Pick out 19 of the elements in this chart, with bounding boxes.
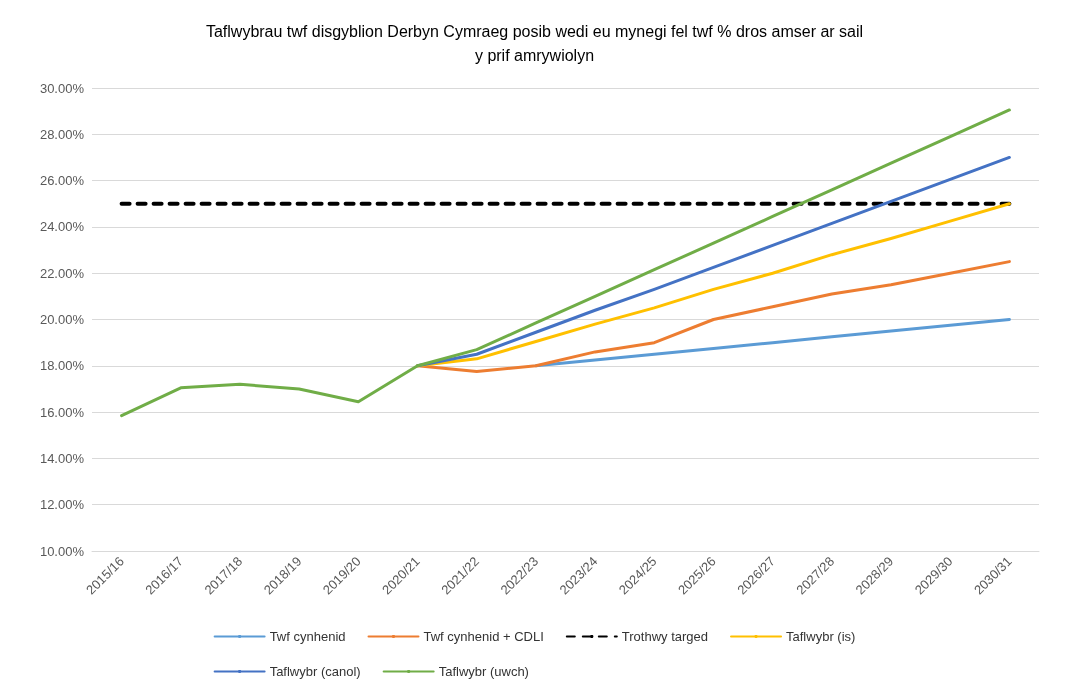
y-tick-label: 30.00%	[39, 80, 85, 96]
legend-label: Taflwybr (uwch)	[438, 664, 529, 679]
y-tick-label: 10.00%	[39, 543, 85, 559]
y-tick-label: 18.00%	[39, 358, 85, 374]
y-tick-label: 24.00%	[39, 219, 85, 235]
legend-label: Taflwybr (is)	[786, 629, 856, 644]
y-tick-label: 28.00%	[39, 126, 85, 142]
y-tick-label: 12.00%	[39, 497, 85, 513]
y-tick-label: 20.00%	[39, 312, 85, 327]
legend-label: Trothwy targed	[621, 629, 709, 644]
legend-label: Twf cynhenid + CDLI	[423, 629, 544, 644]
y-tick-label: 16.00%	[39, 404, 85, 420]
chart-title: Taflwybrau twf disgyblion Derbyn Cymraeg posib wedi eu mynegi fel twf % dros amser ar sail y prif amrywiolyn	[205, 22, 864, 64]
legend-label: Taflwybr (canol)	[269, 664, 361, 679]
line-series	[120, 108, 1011, 418]
y-tick-label: 22.00%	[39, 265, 85, 281]
y-tick-label: 14.00%	[39, 450, 85, 466]
legend-label: Twf cynhenid	[269, 629, 346, 644]
y-tick-label: 26.00%	[39, 173, 85, 189]
